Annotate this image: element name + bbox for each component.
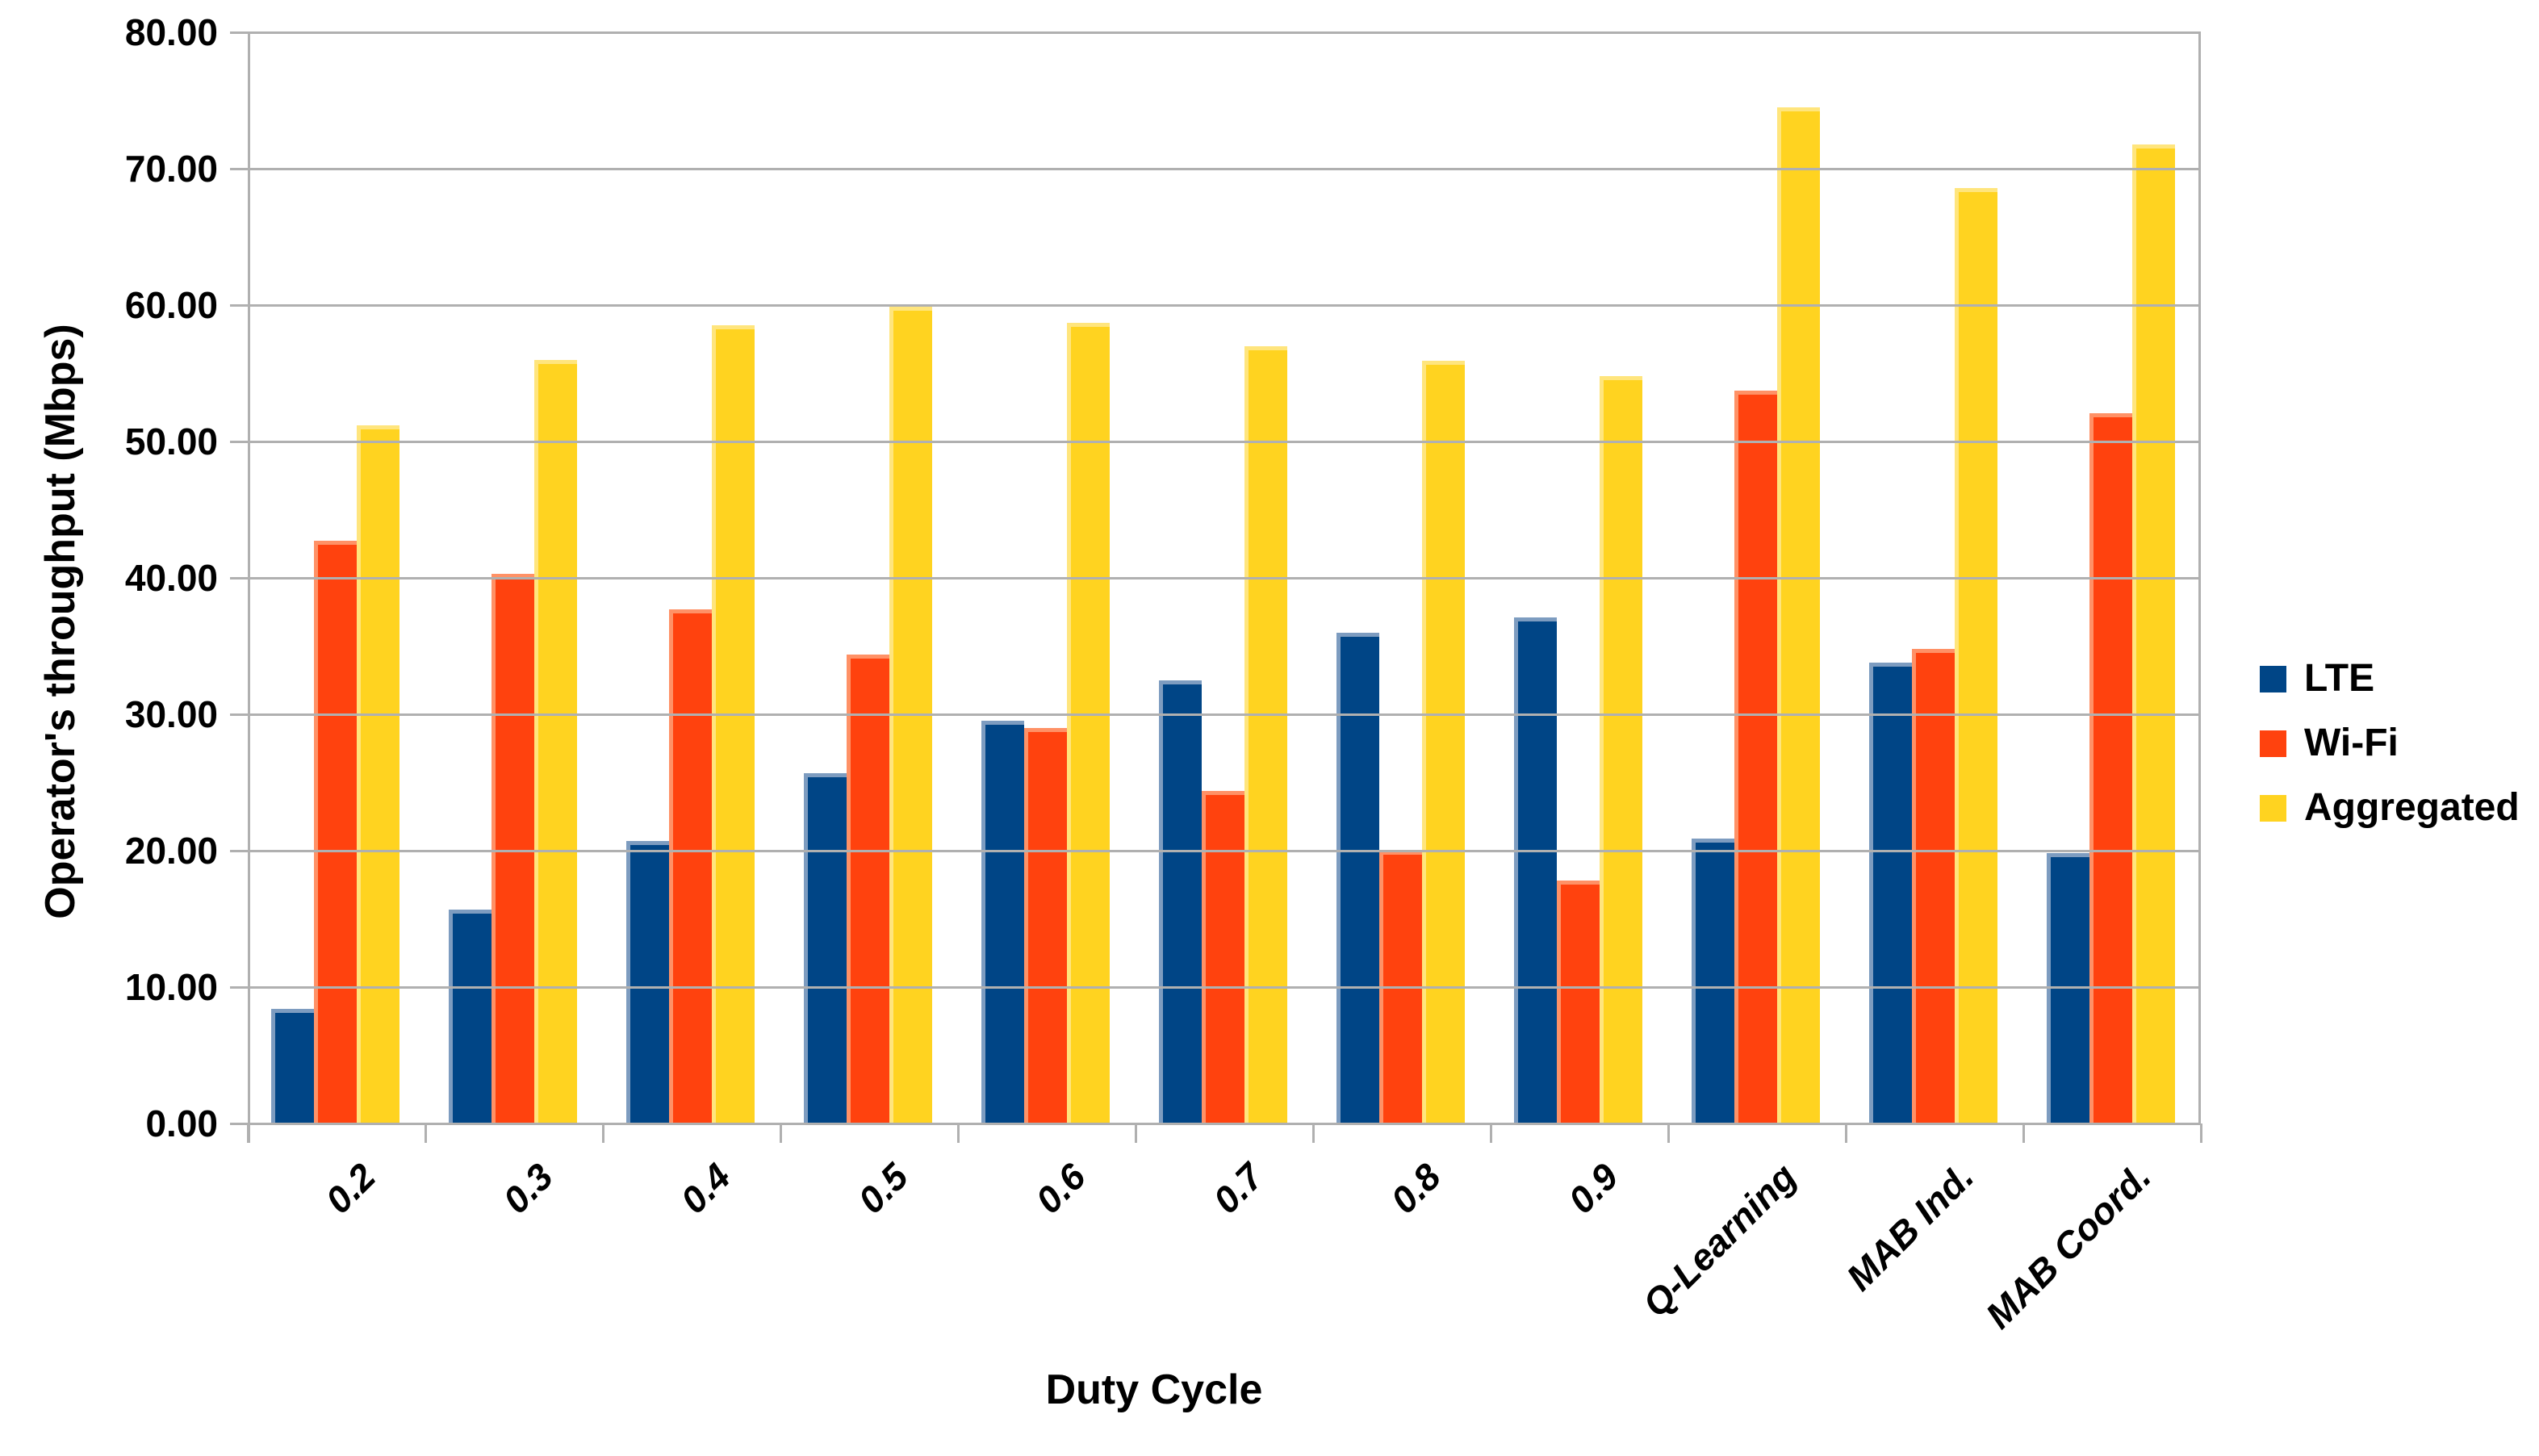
bar-aggregated-0.8 xyxy=(1422,361,1465,1123)
x-axis-title: Duty Cycle xyxy=(1045,1366,1263,1413)
y-tick-label: 60.00 xyxy=(124,284,218,326)
legend-item-aggregated: Aggregated xyxy=(2260,788,2520,828)
x-axis-tick xyxy=(2200,1123,2202,1143)
bar-lte-0.5 xyxy=(804,773,847,1123)
bar-lte-0.7 xyxy=(1159,680,1202,1123)
x-tick-label: 0.2 xyxy=(317,1155,384,1222)
legend-label: Wi-Fi xyxy=(2304,722,2399,764)
bar-aggregated-0.2 xyxy=(357,425,399,1123)
bar-lte-0.2 xyxy=(271,1009,314,1123)
x-axis-tick xyxy=(957,1123,960,1143)
x-tick-label: 0.7 xyxy=(1205,1155,1272,1222)
x-tick-label: MAB Ind. xyxy=(1838,1155,1982,1299)
y-tick-label: 20.00 xyxy=(124,830,218,872)
bar-aggregated-0.9 xyxy=(1600,376,1642,1123)
bar-wifi-0.7 xyxy=(1202,791,1244,1123)
x-tick-label: MAB Coord. xyxy=(1977,1155,2160,1337)
x-axis-tick xyxy=(1490,1123,1492,1143)
bar-wifi-0.3 xyxy=(491,574,534,1123)
gridline xyxy=(230,850,2201,852)
x-axis-tick xyxy=(1135,1123,1137,1143)
x-axis-tick xyxy=(247,1123,249,1143)
legend-label: LTE xyxy=(2304,657,2375,700)
gridline xyxy=(230,986,2201,989)
bar-aggregated-0.4 xyxy=(712,325,755,1123)
y-tick-label: 30.00 xyxy=(124,693,218,735)
bar-wifi-0.4 xyxy=(669,609,712,1123)
bar-aggregated-mabcoord. xyxy=(2132,144,2175,1123)
legend: LTE Wi-Fi Aggregated xyxy=(2260,659,2520,828)
x-axis-tick xyxy=(1845,1123,1847,1143)
gridline xyxy=(230,304,2201,307)
x-tick-label: Q-Learning xyxy=(1633,1155,1805,1325)
y-tick-label: 70.00 xyxy=(124,148,218,190)
x-tick-label: 0.3 xyxy=(495,1155,562,1222)
x-tick-label: 0.5 xyxy=(850,1155,917,1222)
legend-label: Aggregated xyxy=(2304,786,2520,829)
bar-aggregated-mabind. xyxy=(1955,188,1997,1123)
legend-swatch-icon xyxy=(2260,794,2286,822)
bar-wifi-mabind. xyxy=(1912,649,1955,1123)
bar-wifi-0.2 xyxy=(314,541,357,1123)
bar-wifi-0.9 xyxy=(1557,881,1600,1123)
bar-aggregated-qlearning xyxy=(1777,107,1820,1123)
legend-swatch-icon xyxy=(2260,730,2286,757)
x-axis-tick xyxy=(1312,1123,1315,1143)
gridline xyxy=(230,31,2201,34)
legend-item-lte: LTE xyxy=(2260,659,2520,699)
bar-aggregated-0.3 xyxy=(534,360,577,1123)
bar-wifi-0.6 xyxy=(1024,728,1067,1123)
y-tick-label: 0.00 xyxy=(145,1102,218,1144)
bar-wifi-qlearning xyxy=(1734,391,1777,1123)
x-tick-label: 0.6 xyxy=(1027,1155,1094,1222)
x-axis-tick xyxy=(1667,1123,1670,1143)
legend-item-wifi: Wi-Fi xyxy=(2260,723,2520,764)
gridline xyxy=(230,1123,2201,1125)
bar-wifi-mabcoord. xyxy=(2089,413,2132,1123)
gridline xyxy=(230,577,2201,579)
gridline xyxy=(230,713,2201,716)
bar-lte-0.3 xyxy=(449,910,491,1123)
plot-right-border xyxy=(2198,32,2201,1123)
y-tick-label: 80.00 xyxy=(124,11,218,53)
bar-wifi-0.5 xyxy=(847,655,889,1123)
bar-lte-0.6 xyxy=(981,721,1024,1123)
gridline xyxy=(230,441,2201,443)
y-tick-label: 40.00 xyxy=(124,557,218,599)
bar-lte-0.9 xyxy=(1514,617,1557,1123)
bar-lte-0.4 xyxy=(626,841,669,1123)
bar-lte-mabind. xyxy=(1869,663,1912,1123)
x-tick-label: 0.9 xyxy=(1560,1155,1627,1222)
gridline xyxy=(230,168,2201,170)
legend-swatch-icon xyxy=(2260,665,2286,692)
x-axis-tick xyxy=(425,1123,427,1143)
bar-lte-qlearning xyxy=(1692,839,1734,1123)
y-axis-line xyxy=(248,32,250,1143)
x-axis-tick xyxy=(2022,1123,2025,1143)
plot-area xyxy=(248,32,2201,1123)
x-tick-label: 0.8 xyxy=(1382,1155,1449,1222)
x-tick-label: 0.4 xyxy=(672,1155,739,1222)
bar-aggregated-0.6 xyxy=(1067,323,1110,1123)
y-tick-label: 10.00 xyxy=(124,966,218,1008)
bar-lte-0.8 xyxy=(1336,633,1379,1123)
bar-aggregated-0.7 xyxy=(1244,346,1287,1123)
y-tick-label: 50.00 xyxy=(124,420,218,462)
x-axis-tick xyxy=(780,1123,782,1143)
x-axis-tick xyxy=(602,1123,604,1143)
